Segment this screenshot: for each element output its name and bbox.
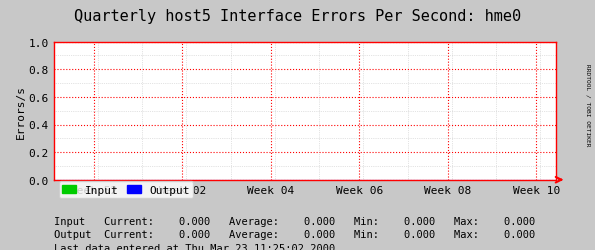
Text: Last data entered at Thu Mar 23 11:25:02 2000.: Last data entered at Thu Mar 23 11:25:02… <box>54 243 341 250</box>
Text: Input   Current:    0.000   Average:    0.000   Min:    0.000   Max:    0.000: Input Current: 0.000 Average: 0.000 Min:… <box>54 216 535 226</box>
Text: RRDTOOL / TOBI OETIKER: RRDTOOL / TOBI OETIKER <box>586 64 591 146</box>
Legend: Input, Output: Input, Output <box>59 182 193 198</box>
Text: Output  Current:    0.000   Average:    0.000   Min:    0.000   Max:    0.000: Output Current: 0.000 Average: 0.000 Min… <box>54 230 535 239</box>
Text: Quarterly host5 Interface Errors Per Second: hme0: Quarterly host5 Interface Errors Per Sec… <box>74 9 521 24</box>
Y-axis label: Errors/s: Errors/s <box>15 84 26 138</box>
